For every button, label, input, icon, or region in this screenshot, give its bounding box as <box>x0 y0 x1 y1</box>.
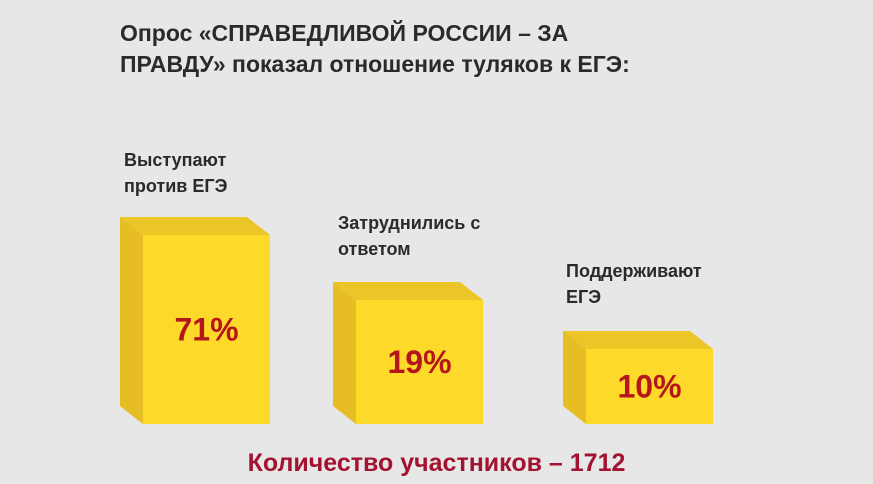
bar-side-2 <box>563 331 586 424</box>
data-label-2: 10% <box>617 369 681 405</box>
category-label-2: Поддерживают ЕГЭ <box>566 261 702 307</box>
bar-top-1 <box>333 282 483 300</box>
bar-top-0 <box>120 217 270 235</box>
chart-title: Опрос «СПРАВЕДЛИВОЙ РОССИИ – ЗА ПРАВДУ» … <box>120 20 630 77</box>
bar-2 <box>586 349 713 424</box>
bar-side-1 <box>333 282 356 424</box>
data-label-1: 19% <box>387 344 451 380</box>
bar-top-2 <box>563 331 713 349</box>
bar-side-0 <box>120 217 143 424</box>
category-label-1: Затруднились с ответом <box>338 213 481 259</box>
category-label-0: Выступают против ЕГЭ <box>124 150 228 196</box>
bar-1 <box>356 300 483 424</box>
data-label-0: 71% <box>174 312 238 348</box>
bar-0 <box>143 235 270 424</box>
participants-count: Количество участников – 1712 <box>247 449 626 477</box>
